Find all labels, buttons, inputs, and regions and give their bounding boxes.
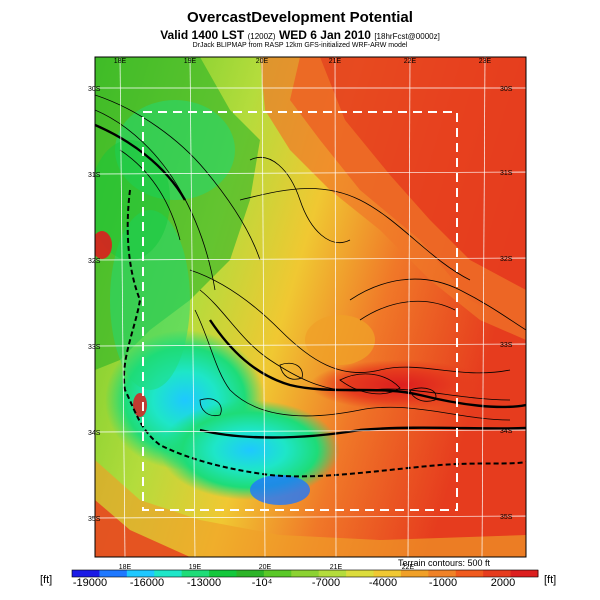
lon-label-bottom: 19E [189, 564, 202, 571]
colorbar-tick-label: -1000 [428, 577, 458, 589]
valid-main: Valid 1400 LST [160, 28, 245, 42]
colorbar-tick-label: -7000 [311, 577, 341, 589]
map-frame [94, 56, 527, 558]
lon-label-bottom: 20E [259, 564, 272, 571]
lat-label-left: 35S [88, 516, 101, 523]
terrain-contour-note: Terrain contours: 500 ft [398, 558, 491, 568]
lon-label-top: 21E [329, 58, 342, 65]
lon-label-top: 20E [256, 58, 269, 65]
lon-label-bottom: 22E [402, 564, 415, 571]
colorbar-swatch [373, 570, 402, 577]
lon-label-top: 22E [404, 58, 417, 65]
colorbar-swatch [346, 570, 375, 577]
valid-date: WED 6 Jan 2010 [278, 28, 371, 42]
terrain-contours [95, 94, 526, 421]
colorbar-swatch [263, 570, 292, 577]
colorbar-unit-left: [ft] [40, 574, 53, 586]
colorbar-tick-label: -16000 [129, 577, 165, 589]
lat-label-right: 31S [500, 170, 513, 177]
colorbar-swatch [126, 570, 155, 577]
colorbar-swatch [318, 570, 347, 577]
lon-label-bottom: 18E [119, 564, 132, 571]
colorbar-swatch [72, 570, 100, 577]
data-field [95, 57, 526, 557]
lat-label-left: 30S [88, 86, 101, 93]
map-title: OvercastDevelopment Potential [187, 9, 413, 26]
valid-time: Valid 1400 LST (1200Z) WED 6 Jan 2010 [1… [0, 28, 600, 42]
coastline [123, 189, 526, 478]
inner-domain-box [142, 111, 458, 511]
lon-label-bottom: 21E [330, 564, 343, 571]
lat-label-left: 33S [88, 344, 101, 351]
colorbar-tick-label: -10⁴ [251, 577, 273, 589]
colorbar-swatch [181, 570, 210, 577]
colorbar-swatch [455, 570, 484, 577]
graticule [95, 57, 526, 557]
colorbar-tick-label: -4000 [368, 577, 398, 589]
lat-label-right: 34S [500, 428, 513, 435]
colorbar-swatch [99, 570, 128, 577]
lat-label-left: 32S [88, 258, 101, 265]
colorbar-swatch [209, 570, 237, 577]
colorbar-swatch [236, 570, 265, 577]
terrain-contour-major [95, 123, 526, 439]
lon-label-top: 23E [479, 58, 492, 65]
model-credit: DrJack BLIPMAP from RASP 12km GFS-initia… [192, 42, 408, 49]
lat-label-right: 33S [500, 342, 513, 349]
valid-utc: (1200Z) [247, 32, 276, 41]
lon-label-top: 19E [184, 58, 197, 65]
colorbar-tick-label: 2000 [490, 577, 516, 589]
colorbar-swatch [291, 570, 320, 577]
colorbar-outline [71, 569, 539, 578]
lat-label-left: 31S [88, 172, 101, 179]
lon-label-top: 18E [114, 58, 127, 65]
forecast-hour: [18hrFcst@0000z] [374, 32, 440, 41]
lat-label-right: 30S [500, 86, 513, 93]
colorbar-swatch [154, 570, 183, 577]
colorbar-swatch [483, 570, 512, 577]
colorbar [71, 569, 539, 578]
lat-label-right: 32S [500, 256, 513, 263]
colorbar-unit-right: [ft] [544, 574, 557, 586]
colorbar-swatch [510, 570, 539, 577]
colorbar-tick-label: -13000 [186, 577, 222, 589]
lat-label-right: 35S [500, 514, 513, 521]
colorbar-swatch [428, 570, 457, 577]
lat-label-left: 34S [88, 430, 101, 437]
colorbar-swatch [400, 570, 429, 577]
colorbar-tick-label: -19000 [72, 577, 108, 589]
